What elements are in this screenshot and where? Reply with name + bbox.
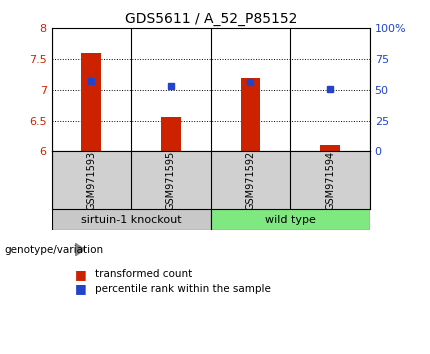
Text: GSM971592: GSM971592 [246, 150, 255, 210]
Bar [81, 53, 101, 151]
Bar [211, 209, 370, 230]
Text: genotype/variation: genotype/variation [4, 245, 104, 255]
Bar [240, 78, 261, 151]
Polygon shape [75, 243, 85, 256]
Text: percentile rank within the sample: percentile rank within the sample [95, 284, 270, 293]
Text: sirtuin-1 knockout: sirtuin-1 knockout [81, 215, 181, 224]
Text: ■: ■ [75, 268, 87, 281]
Text: ■: ■ [75, 282, 87, 295]
Title: GDS5611 / A_52_P85152: GDS5611 / A_52_P85152 [125, 12, 297, 26]
Bar [52, 209, 211, 230]
Text: GSM971593: GSM971593 [86, 150, 96, 210]
Bar [320, 145, 340, 151]
Bar [161, 118, 181, 151]
Text: transformed count: transformed count [95, 269, 192, 279]
Text: GSM971595: GSM971595 [166, 150, 176, 210]
Text: wild type: wild type [265, 215, 316, 224]
Text: GSM971594: GSM971594 [325, 150, 335, 210]
